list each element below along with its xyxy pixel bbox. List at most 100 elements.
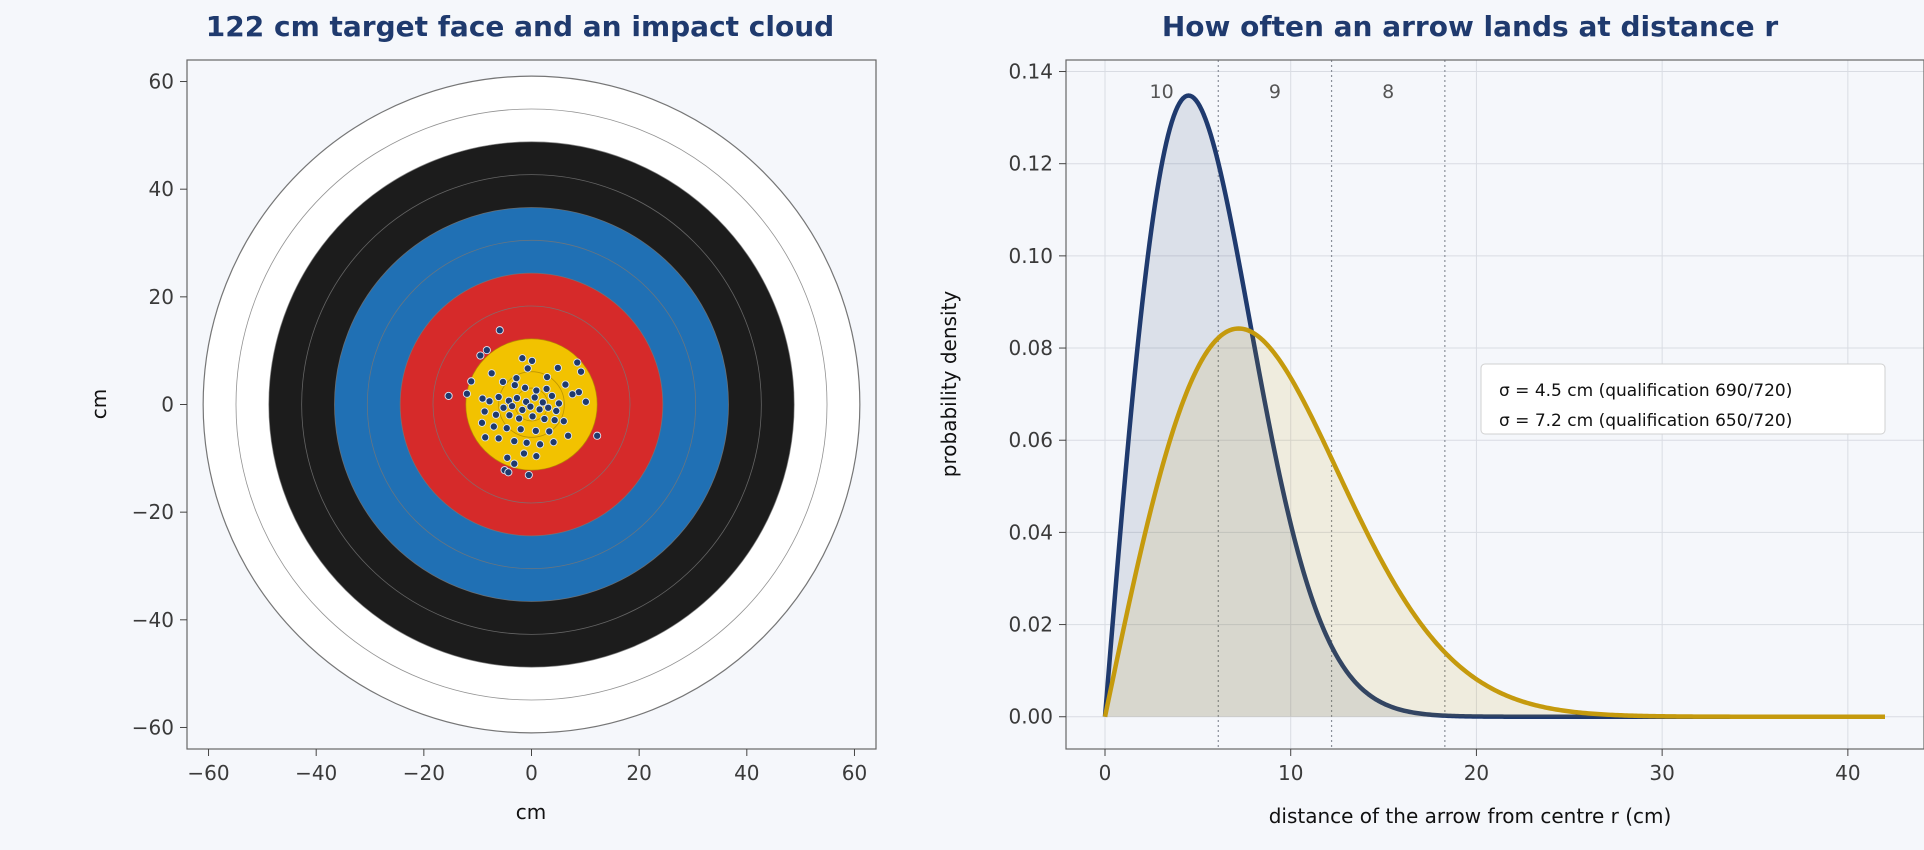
ring-line-3 <box>301 174 762 635</box>
impact-point <box>576 367 586 376</box>
ring-line-9 <box>498 371 565 438</box>
impact-point <box>505 411 514 420</box>
impact-point <box>487 369 496 378</box>
density-x-tick-label: 40 <box>1835 761 1860 785</box>
impact-point <box>543 372 552 382</box>
density-y-axis: 0.00 0.02 0.04 0.06 0.08 0.10 0.12 0.14 <box>1008 60 1066 729</box>
impact-point <box>495 326 504 335</box>
impact-point <box>532 452 541 461</box>
impact-point <box>485 397 494 406</box>
target-x-tick-label: 20 <box>626 761 651 785</box>
density-series <box>1102 93 1886 719</box>
target-panel: 122 cm target face and an impact cloud −… <box>87 10 877 824</box>
impact-point <box>502 424 511 433</box>
impact-point <box>467 377 476 386</box>
density-x-axis: 0 10 20 30 40 <box>1099 749 1861 785</box>
density-x-tick-label: 20 <box>1464 761 1489 785</box>
density-x-axis-label: distance of the arrow from centre r (cm) <box>1269 804 1672 828</box>
legend: σ = 4.5 cm (qualification 690/720) σ = 7… <box>1480 363 1886 435</box>
legend-box <box>1480 363 1886 435</box>
impact-point <box>503 453 512 462</box>
impact-point <box>528 412 537 421</box>
impact-point <box>531 426 540 435</box>
target-y-tick-label: 60 <box>149 70 174 94</box>
impact-point <box>532 386 541 395</box>
density-panel: How often an arrow lands at distance r 1… <box>937 10 1924 828</box>
impact-point <box>538 398 547 407</box>
density-y-tick-label: 0.04 <box>1008 520 1053 544</box>
impact-point <box>527 356 537 365</box>
target-y-tick-label: −40 <box>132 608 174 632</box>
density-y-tick-label: 0.06 <box>1008 428 1053 452</box>
impact-point <box>518 354 527 363</box>
target-x-tick-label: −20 <box>403 761 445 785</box>
impact-point <box>512 393 522 403</box>
impact-point <box>568 390 577 399</box>
ring-line-8 <box>465 338 598 471</box>
impact-point <box>482 346 491 355</box>
density-plot-frame <box>1065 59 1924 750</box>
target-x-tick-label: 40 <box>734 761 759 785</box>
impact-point <box>530 393 539 402</box>
impact-point <box>536 440 545 449</box>
impact-point <box>549 438 558 447</box>
impact-point <box>550 416 559 425</box>
density-x-tick-label: 0 <box>1099 761 1112 785</box>
impact-point <box>593 431 602 440</box>
ring-score-label: 9 <box>1269 81 1281 103</box>
impact-point <box>478 394 487 403</box>
density-y-axis-label: probability density <box>937 291 961 478</box>
impact-point <box>510 381 519 390</box>
ring-line-7 <box>432 305 631 504</box>
ring-score-label: 8 <box>1382 81 1394 103</box>
impact-point <box>520 383 530 392</box>
impact-point <box>522 438 531 447</box>
density-y-tick-label: 0.12 <box>1008 152 1053 176</box>
impact-point <box>581 397 590 406</box>
impact-point <box>573 358 582 367</box>
target-x-axis-label: cm <box>516 800 546 824</box>
target-title: 122 cm target face and an impact cloud <box>206 10 834 43</box>
impact-point <box>535 405 544 414</box>
impact-cloud <box>444 326 602 480</box>
impact-point <box>510 437 519 446</box>
target-y-axis-label: cm <box>87 389 111 419</box>
impact-point <box>515 414 524 423</box>
series-area-1 <box>1105 328 1885 717</box>
target-y-tick-label: −20 <box>132 500 174 524</box>
impact-point <box>508 402 517 411</box>
impact-point <box>564 431 573 440</box>
impact-point <box>476 351 485 360</box>
ring-line-6 <box>399 272 664 537</box>
density-x-tick-label: 30 <box>1649 761 1674 785</box>
impact-point <box>547 391 557 400</box>
density-x-tick-label: 10 <box>1278 761 1303 785</box>
series-line-1 <box>1102 326 1886 719</box>
impact-point <box>444 391 453 400</box>
impact-point <box>494 392 503 402</box>
ring-line-1 <box>235 108 828 701</box>
target-x-tick-label: 60 <box>842 761 867 785</box>
impact-point <box>554 399 564 408</box>
target-x-tick-label: −40 <box>295 761 337 785</box>
impact-point <box>523 364 532 373</box>
impact-point <box>552 406 561 416</box>
target-x-tick-label: −60 <box>187 761 229 785</box>
density-y-tick-label: 0.00 <box>1008 705 1053 729</box>
impact-point <box>491 410 501 419</box>
impact-point <box>561 380 570 389</box>
target-y-tick-label: 0 <box>161 393 174 417</box>
impact-point <box>462 389 471 398</box>
impact-point <box>542 384 551 393</box>
target-y-tick-label: 20 <box>149 285 174 309</box>
density-y-tick-label: 0.10 <box>1008 244 1053 268</box>
impact-point <box>553 363 562 372</box>
impact-point <box>559 417 568 426</box>
ring-line-4 <box>334 207 729 602</box>
density-title: How often an arrow lands at distance r <box>1162 10 1778 43</box>
impact-point <box>540 414 549 424</box>
target-y-axis: −60 −40 −20 0 20 40 60 <box>132 70 187 739</box>
impact-point <box>480 407 489 416</box>
impact-point <box>504 468 513 477</box>
impact-point <box>489 422 498 431</box>
